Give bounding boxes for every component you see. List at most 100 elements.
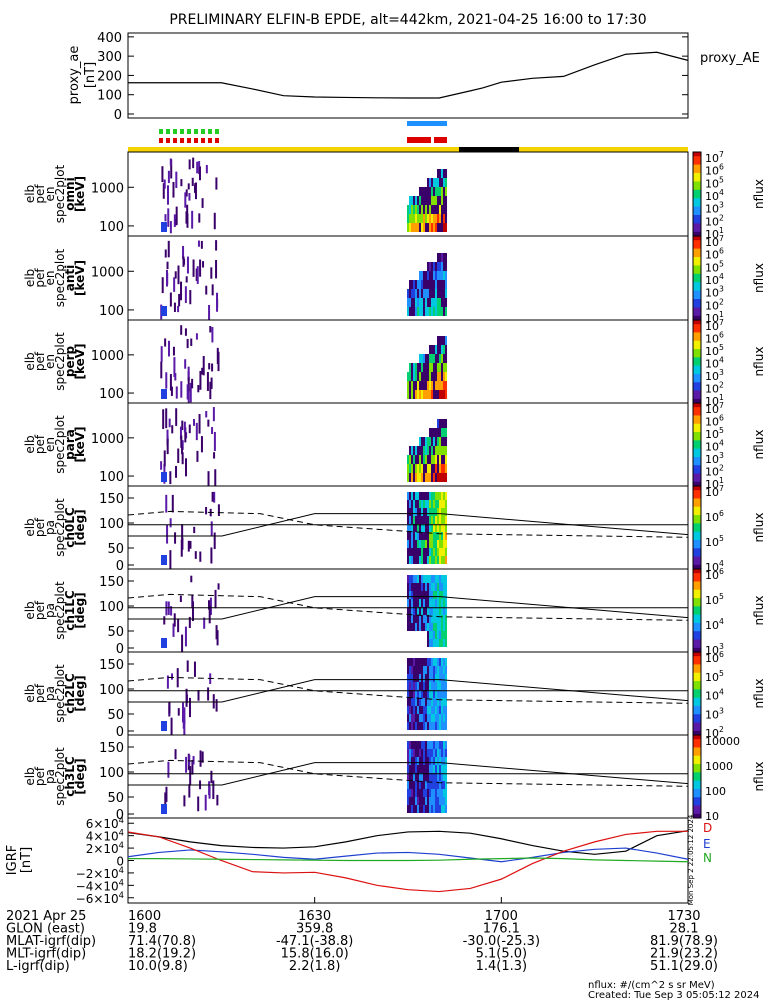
spectrogram-cell: [409, 540, 411, 548]
spectrogram-cell: [174, 532, 177, 544]
spectrogram-cell: [427, 196, 429, 205]
spectrogram-cell: [427, 607, 429, 615]
spectrogram-cell: [421, 381, 423, 390]
spectrogram-cell: [173, 357, 176, 377]
colorbar-segment: [693, 610, 701, 616]
spectrogram-cell: [429, 591, 431, 599]
spectrogram-cell: [435, 307, 437, 316]
spectrogram-cell: [443, 749, 445, 757]
spectrogram-cell: [411, 363, 413, 372]
spectrogram-cell: [445, 556, 447, 564]
spectrogram-cell: [417, 666, 419, 674]
spectrogram-cell: [409, 698, 411, 706]
colorbar-segment: [693, 705, 701, 711]
spectrogram-cell: [174, 749, 177, 760]
spectrogram-cell: [429, 757, 431, 765]
spectrogram-cell: [437, 196, 439, 205]
colorbar-segment: [693, 361, 701, 367]
colorbar-frame: [692, 734, 702, 819]
spectrogram-cell: [419, 205, 421, 214]
science-zone-marker-red: [187, 138, 191, 143]
spectrogram-cell: [409, 363, 411, 372]
spectrogram-cell: [161, 555, 167, 565]
spectrogram-cell: [445, 271, 447, 280]
spectrogram-cell: [431, 591, 433, 599]
spectrogram-cell: [427, 363, 429, 372]
spectrogram-cell: [409, 390, 411, 399]
spectrogram-cell: [433, 698, 435, 706]
spectrogram-cell: [215, 177, 218, 190]
spectrogram-cell: [425, 298, 427, 307]
spectrogram-cell: [207, 419, 210, 427]
spectrogram-cell: [415, 289, 417, 298]
spectrogram-cell: [433, 428, 435, 437]
spectrogram-cell: [441, 524, 443, 532]
spectrogram-ylabel: pef: [33, 184, 47, 204]
spectrogram-cell: [443, 591, 445, 599]
spectrogram-cell: [415, 464, 417, 473]
science-zone-marker-green: [201, 129, 205, 134]
colorbar-segment: [693, 577, 701, 582]
spectrogram-cell: [409, 464, 411, 473]
spectrogram-cell: [164, 214, 167, 222]
spectrogram-cell: [413, 500, 415, 508]
spectrogram-cell: [425, 749, 427, 757]
colorbar-segment: [693, 793, 701, 798]
spectrogram-cell: [417, 722, 419, 730]
colorbar-segment: [693, 286, 701, 292]
spectrogram-cell: [431, 623, 433, 631]
spectrogram-cell: [425, 666, 427, 674]
spectrogram-cell: [425, 187, 427, 196]
spectrogram-cell: [439, 524, 441, 532]
colorbar-tick-label: 104: [705, 617, 724, 632]
spectrogram-ytick-label: 1000: [91, 432, 124, 447]
spectrogram-cell: [417, 298, 419, 307]
spectrogram-cell: [415, 307, 417, 316]
spectrogram-cell: [413, 390, 415, 399]
spectrogram-cell: [427, 765, 429, 773]
spectrogram-cell: [419, 623, 421, 631]
spectrogram-cell: [433, 599, 435, 607]
colorbar-segment: [693, 181, 701, 187]
spectrogram-cell: [441, 336, 443, 345]
spectrogram-cell: [433, 805, 435, 813]
spectrogram-cell: [439, 223, 441, 232]
spectrogram-cell: [180, 381, 183, 398]
spectrogram-cell: [427, 741, 429, 749]
spectrogram-cell: [214, 589, 217, 609]
spectrogram-cell: [415, 516, 417, 524]
spectrogram-cell: [427, 548, 429, 556]
spectrogram-cell: [201, 198, 204, 208]
spectrogram-cell: [427, 524, 429, 532]
spectrogram-cell: [212, 694, 215, 709]
spectrogram-cell: [216, 298, 219, 309]
colorbar-segment: [693, 548, 701, 553]
spectrogram-cell: [431, 658, 433, 666]
spectrogram-ylabel: ch2LC: [63, 673, 77, 714]
spectrogram-cell: [427, 446, 429, 455]
spectrogram-cell: [425, 575, 427, 583]
spectrogram-cell: [441, 583, 443, 591]
spectrogram-cell: [431, 372, 433, 381]
spectrogram-cell: [435, 428, 437, 437]
spectrogram-cell: [437, 623, 439, 631]
spectrogram-cell: [421, 464, 423, 473]
spectrogram-cell: [437, 741, 439, 749]
spectrogram-cell: [417, 548, 419, 556]
colorbar-segment: [693, 676, 701, 682]
spectrogram-cell: [431, 773, 433, 781]
spectrogram-cell: [423, 372, 425, 381]
spectrogram-cell: [445, 381, 447, 390]
spectrogram-cell: [411, 591, 413, 599]
spectrogram-cell: [429, 280, 431, 289]
spectrogram-cell: [199, 259, 202, 277]
spectrogram-cell: [431, 548, 433, 556]
spectrogram-cell: [214, 469, 217, 490]
spectrogram-cell: [433, 789, 435, 797]
spectrogram-cell: [439, 789, 441, 797]
spectrogram-cell: [425, 464, 427, 473]
spectrogram-cell: [407, 223, 409, 232]
colorbar-segment: [693, 618, 701, 624]
spectrogram-cell: [177, 265, 180, 285]
spectrogram-cell: [421, 765, 423, 773]
